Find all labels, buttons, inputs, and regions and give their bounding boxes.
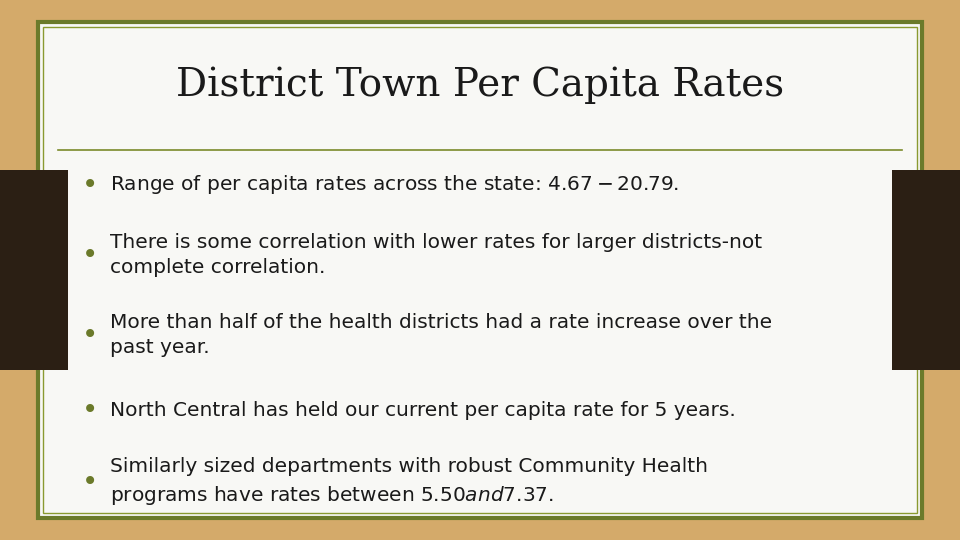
Text: North Central has held our current per capita rate for 5 years.: North Central has held our current per c… [110, 401, 735, 420]
Text: •: • [82, 241, 98, 269]
Bar [0, 170, 68, 370]
Text: More than half of the health districts had a rate increase over the
past year.: More than half of the health districts h… [110, 313, 772, 357]
Text: •: • [82, 321, 98, 349]
Text: Similarly sized departments with robust Community Health
programs have rates bet: Similarly sized departments with robust … [110, 457, 708, 507]
Text: Range of per capita rates across the state: $4.67-$20.79.: Range of per capita rates across the sta… [110, 173, 680, 197]
Text: District Town Per Capita Rates: District Town Per Capita Rates [176, 66, 784, 104]
Text: There is some correlation with lower rates for larger districts-not
complete cor: There is some correlation with lower rat… [110, 233, 762, 278]
Text: •: • [82, 468, 98, 496]
Bar [892, 170, 960, 370]
Text: •: • [82, 396, 98, 424]
Text: •: • [82, 171, 98, 199]
